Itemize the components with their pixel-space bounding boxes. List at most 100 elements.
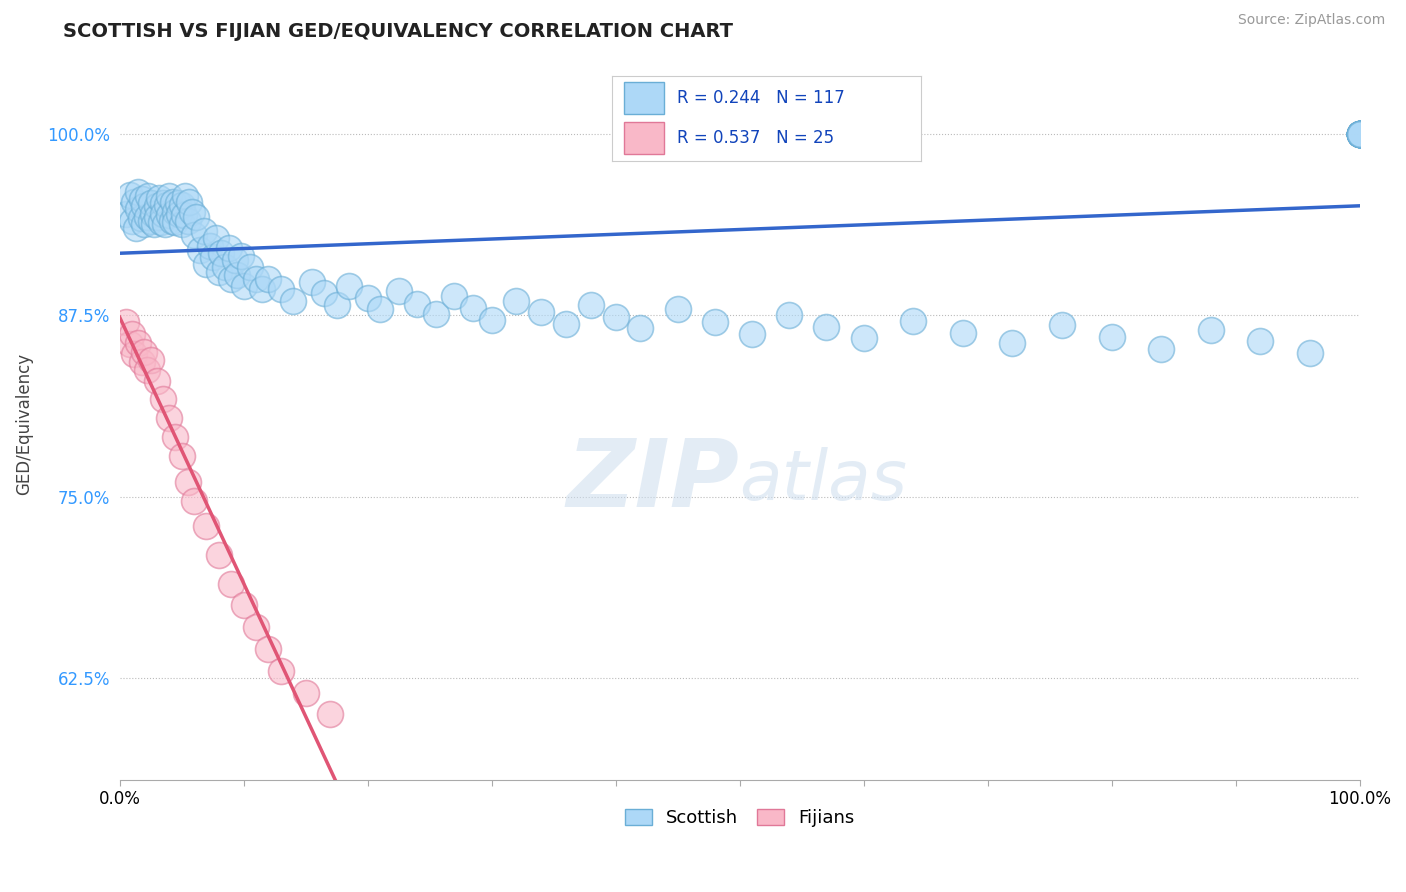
Point [461, 301, 484, 315]
Point [149, 215, 172, 229]
Point [579, 298, 602, 312]
Point [218, 242, 240, 256]
Bar [624, 82, 664, 114]
Point [152, 196, 174, 211]
Point [1348, 127, 1371, 141]
Point [270, 664, 292, 678]
Point [165, 430, 187, 444]
Point [170, 449, 193, 463]
Point [1348, 127, 1371, 141]
Point [134, 344, 156, 359]
Point [155, 217, 177, 231]
Point [703, 316, 725, 330]
Point [209, 245, 232, 260]
Text: SCOTTISH VS FIJIAN GED/EQUIVALENCY CORRELATION CHART: SCOTTISH VS FIJIAN GED/EQUIVALENCY CORRE… [63, 22, 734, 41]
Point [148, 191, 170, 205]
Point [425, 307, 447, 321]
Point [125, 221, 148, 235]
Point [301, 275, 323, 289]
Point [505, 293, 527, 308]
Point [1348, 127, 1371, 141]
Point [1348, 127, 1371, 141]
Point [1150, 342, 1173, 356]
Point [314, 286, 336, 301]
Point [245, 272, 267, 286]
Y-axis label: GED/Equivalency: GED/Equivalency [15, 353, 32, 495]
Point [283, 293, 305, 308]
Text: R = 0.537   N = 25: R = 0.537 N = 25 [676, 128, 834, 146]
Point [139, 214, 162, 228]
Point [131, 354, 153, 368]
Point [177, 475, 200, 489]
Point [146, 199, 169, 213]
Point [226, 268, 249, 282]
Point [177, 194, 200, 209]
Point [628, 321, 651, 335]
Point [1348, 127, 1371, 141]
Point [778, 308, 800, 322]
Point [1001, 335, 1024, 350]
Point [1348, 127, 1371, 141]
Point [174, 189, 197, 203]
Point [118, 187, 141, 202]
Point [319, 707, 342, 722]
Text: atlas: atlas [740, 448, 907, 515]
Point [201, 250, 224, 264]
Point [127, 185, 149, 199]
Point [257, 642, 280, 657]
Point [1348, 127, 1371, 141]
Point [193, 224, 215, 238]
Point [121, 214, 143, 228]
Point [530, 305, 553, 319]
Point [337, 279, 360, 293]
Point [195, 257, 218, 271]
Point [239, 260, 262, 275]
Text: R = 0.244   N = 117: R = 0.244 N = 117 [676, 89, 845, 107]
Point [167, 196, 190, 211]
Point [250, 282, 273, 296]
Point [1299, 346, 1322, 360]
Point [146, 210, 169, 224]
Point [188, 243, 211, 257]
Point [666, 302, 689, 317]
Point [124, 194, 146, 209]
Point [1050, 318, 1073, 333]
Point [121, 327, 143, 342]
Point [257, 272, 280, 286]
Point [156, 198, 179, 212]
Point [368, 302, 391, 317]
Point [173, 208, 195, 222]
Point [555, 317, 578, 331]
Point [406, 296, 429, 310]
Point [1249, 334, 1271, 349]
Point [219, 272, 242, 286]
Point [157, 189, 180, 203]
Point [136, 189, 159, 203]
Legend: Scottish, Fijians: Scottish, Fijians [617, 802, 862, 835]
Point [245, 620, 267, 634]
Point [1348, 127, 1371, 141]
Point [135, 363, 157, 377]
Point [232, 599, 254, 613]
Bar [624, 121, 664, 153]
Point [208, 548, 231, 562]
Point [952, 326, 974, 340]
Point [139, 353, 162, 368]
Point [183, 228, 205, 243]
Point [1348, 127, 1371, 141]
Point [165, 215, 187, 229]
Point [186, 210, 208, 224]
Point [1348, 127, 1371, 141]
Point [1348, 127, 1371, 141]
Point [1348, 127, 1371, 141]
Point [177, 214, 200, 228]
Text: ZIP: ZIP [567, 435, 740, 527]
Point [170, 198, 193, 212]
Point [146, 374, 169, 388]
Point [127, 202, 149, 217]
Point [157, 208, 180, 222]
Point [195, 518, 218, 533]
Point [143, 217, 166, 231]
Point [180, 205, 202, 219]
Point [605, 310, 627, 324]
